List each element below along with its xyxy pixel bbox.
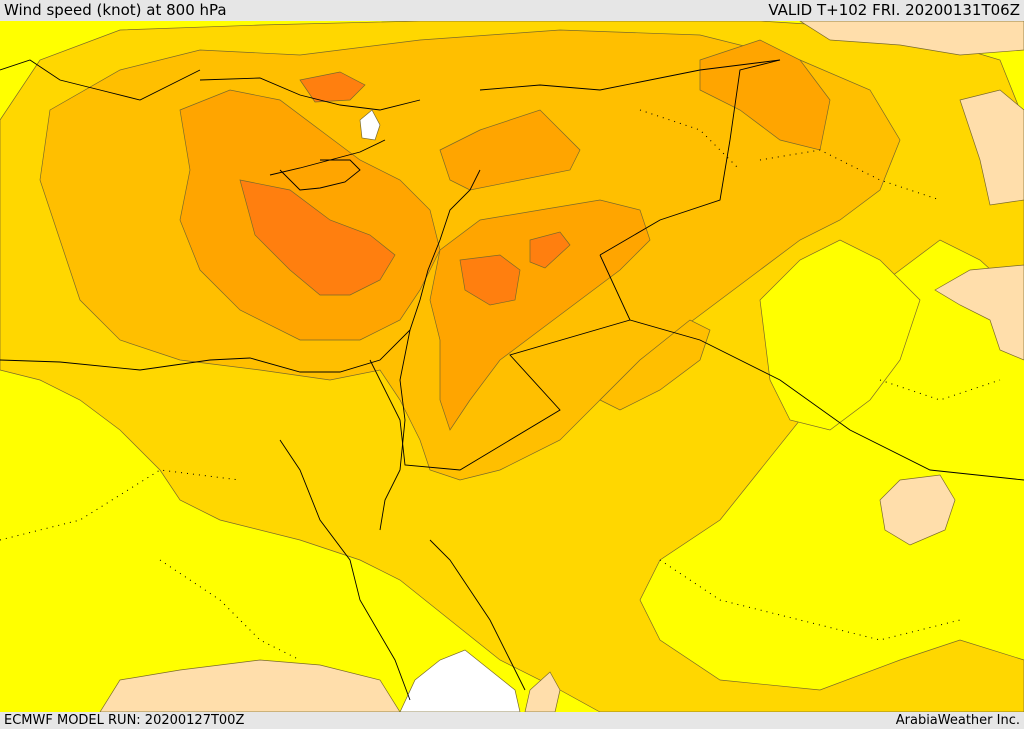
low-wind-top-right [799, 21, 1024, 56]
wind-band-4-arabia [529, 231, 571, 269]
map-title: Wind speed (knot) at 800 hPa [4, 1, 227, 19]
yellow-tongue-east [759, 239, 921, 431]
dotted-boundaries [0, 109, 1001, 661]
model-run: ECMWF MODEL RUN: 20200127T00Z [4, 713, 245, 728]
wind-band-4-core [239, 179, 396, 296]
valid-time: VALID T+102 FRI. 20200131T06Z [768, 1, 1020, 19]
low-wind-ne [959, 89, 1024, 206]
wind-speed-map[interactable] [0, 21, 1024, 712]
low-wind-sw [99, 659, 401, 712]
low-wind-east [934, 264, 1024, 361]
wind-band-3-north [439, 109, 581, 191]
low-wind-se [879, 474, 956, 546]
wind-band-4-jordan [459, 254, 521, 306]
no-data-area [399, 649, 521, 712]
map-footer: ECMWF MODEL RUN: 20200127T00Z ArabiaWeat… [0, 712, 1024, 729]
map-header: Wind speed (knot) at 800 hPa VALID T+102… [0, 0, 1024, 21]
map-canvas [0, 21, 1024, 712]
wind-band-2-east-lobe [599, 319, 711, 411]
low-wind-bottom [524, 671, 561, 712]
no-data-patch [359, 109, 381, 141]
credit-label: ArabiaWeather Inc. [895, 713, 1020, 728]
coastlines-and-borders [0, 59, 1024, 701]
